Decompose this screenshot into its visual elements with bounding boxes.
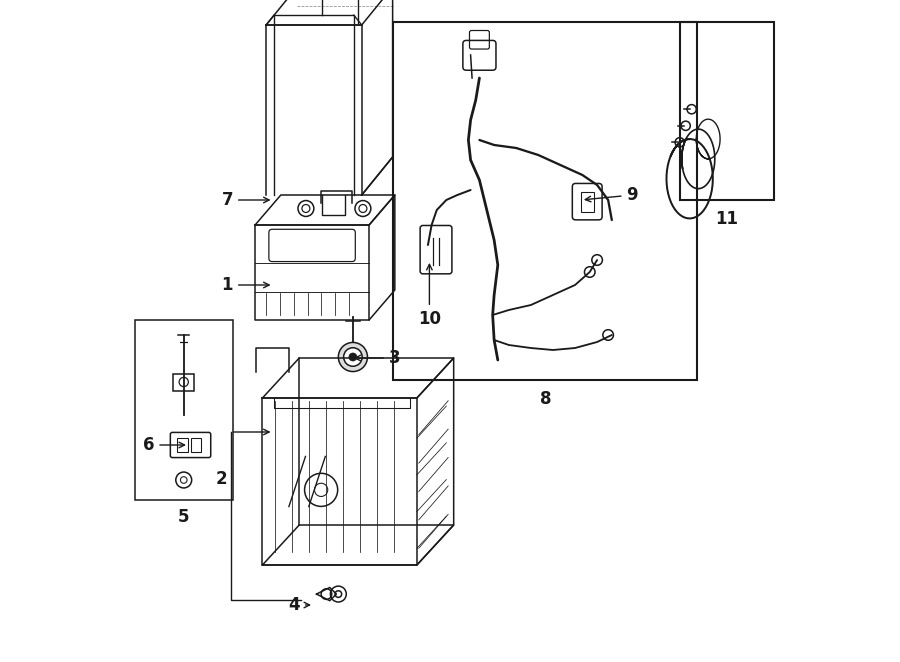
- Text: 7: 7: [221, 191, 269, 209]
- Text: 2: 2: [216, 469, 228, 487]
- Circle shape: [349, 353, 357, 361]
- Circle shape: [359, 205, 367, 213]
- Text: 6: 6: [143, 436, 184, 454]
- Text: 8: 8: [540, 390, 552, 408]
- Text: 3: 3: [355, 349, 400, 367]
- Text: 5: 5: [178, 508, 190, 526]
- Circle shape: [338, 342, 367, 371]
- Text: 4: 4: [288, 596, 310, 614]
- Text: 10: 10: [418, 264, 441, 328]
- Circle shape: [344, 348, 362, 366]
- Text: 1: 1: [221, 276, 269, 294]
- Text: 11: 11: [716, 210, 738, 228]
- Circle shape: [302, 205, 310, 213]
- Text: 9: 9: [585, 186, 638, 204]
